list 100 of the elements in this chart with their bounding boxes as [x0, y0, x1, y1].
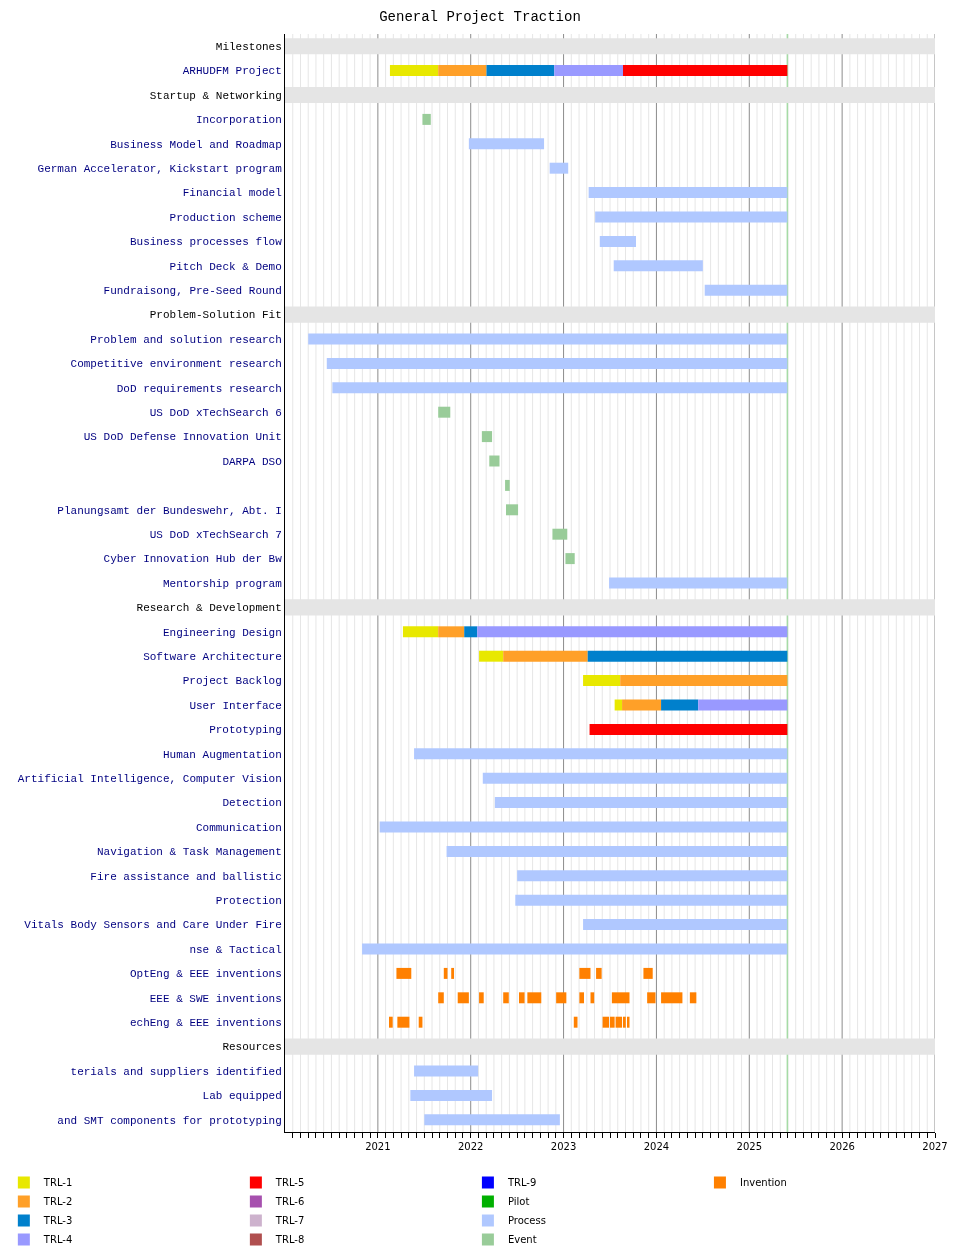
bar	[579, 992, 584, 1004]
bar	[622, 699, 662, 711]
bar	[583, 675, 621, 687]
y-tick-label: Problem-Solution Fit	[149, 309, 282, 322]
bar	[515, 894, 788, 906]
y-tick-label: and SMT components for prototyping	[57, 1114, 282, 1127]
bar	[477, 626, 788, 638]
y-tick-label: Planungsamt der Bundeswehr, Abt. I	[57, 504, 282, 517]
bar	[552, 528, 568, 540]
y-tick-label: US DoD xTechSearch 7	[149, 529, 282, 542]
y-tick-label: Incorporation	[195, 114, 282, 127]
bar	[481, 431, 493, 443]
bar	[482, 772, 788, 784]
bar	[479, 992, 484, 1004]
bar	[414, 1065, 479, 1077]
bar	[704, 284, 788, 296]
bar	[623, 65, 788, 77]
bar	[486, 65, 555, 77]
legend-label: TRL-6	[274, 1196, 305, 1208]
bar	[503, 650, 588, 662]
bar	[647, 992, 656, 1004]
y-tick-label: Prototyping	[209, 724, 282, 737]
bar	[443, 967, 448, 979]
bar	[326, 357, 788, 369]
bar	[599, 235, 636, 247]
y-tick-label: Lab equipped	[202, 1090, 282, 1103]
y-tick-label: German Accelerator, Kickstart program	[37, 163, 283, 176]
y-tick-label: User Interface	[189, 699, 282, 712]
bar	[609, 577, 788, 589]
bar	[579, 967, 591, 979]
y-tick-label: Problem and solution research	[90, 333, 282, 346]
legend-label: TRL-7	[274, 1215, 305, 1227]
bar	[573, 1016, 578, 1028]
y-tick-label: Communication	[195, 821, 282, 834]
x-tick-label: 2024	[643, 1141, 670, 1152]
bar	[661, 699, 699, 711]
bar	[554, 65, 623, 77]
y-tick-label: US DoD xTechSearch 6	[149, 407, 282, 420]
bar	[587, 650, 788, 662]
y-tick-label: Vitals Body Sensors and Care Under Fire	[24, 919, 282, 932]
y-tick-label: ARHUDFM Project	[182, 65, 282, 78]
y-tick-label: Fire assistance and ballistic	[90, 870, 282, 883]
y-tick-label: Business Model and Roadmap	[110, 138, 282, 151]
bar	[613, 260, 703, 272]
bar	[503, 992, 509, 1004]
x-tick-label: 2025	[736, 1141, 763, 1152]
y-tick-label: Fundraisong, Pre-Seed Round	[103, 285, 282, 298]
bar	[549, 162, 569, 174]
bar	[643, 967, 653, 979]
y-tick-label: Startup & Networking	[149, 89, 282, 102]
y-tick-label: Human Augmentation	[162, 748, 282, 761]
bar	[596, 967, 602, 979]
bar	[362, 943, 788, 955]
bar	[565, 553, 575, 565]
bar	[389, 65, 439, 77]
bar	[464, 626, 478, 638]
chart-title: General Project Traction	[379, 8, 581, 25]
y-tick-label: Resources	[222, 1041, 282, 1054]
bar	[451, 967, 454, 979]
bar	[389, 1016, 393, 1028]
y-tick-label: Financial model	[182, 187, 282, 200]
bar	[519, 992, 525, 1004]
y-tick-label: Software Architecture	[143, 651, 282, 664]
bar	[589, 723, 788, 735]
y-tick-label: Protection	[215, 895, 282, 908]
bar	[494, 797, 788, 809]
y-tick-label: Production scheme	[169, 211, 282, 224]
y-tick-label: Business processes flow	[129, 236, 283, 249]
legend-label: TRL-4	[42, 1234, 73, 1246]
bar	[689, 992, 697, 1004]
y-tick-label: Detection	[222, 797, 282, 810]
legend-label: Event	[507, 1234, 537, 1246]
bar	[402, 626, 439, 638]
bar	[527, 992, 542, 1004]
y-tick-label: echEng & EEE inventions	[129, 1017, 282, 1030]
x-tick-label: 2021	[365, 1141, 391, 1152]
bar	[424, 1114, 560, 1126]
y-tick-label: nse & Tactical	[189, 943, 282, 956]
bar	[379, 821, 788, 833]
bar	[396, 967, 412, 979]
bar	[438, 406, 451, 418]
bar	[556, 992, 567, 1004]
legend-label: Invention	[739, 1177, 787, 1189]
x-tick-label: 2022	[457, 1141, 484, 1152]
y-tick-label: Mentorship program	[162, 577, 283, 590]
bar	[410, 1089, 493, 1101]
x-tick-label: 2023	[550, 1141, 577, 1152]
bar	[438, 992, 444, 1004]
bar	[308, 333, 788, 345]
x-tick-label: 2026	[829, 1141, 855, 1152]
bar	[505, 479, 510, 491]
legend-label: TRL-9	[506, 1177, 537, 1189]
legend-label: TRL-2	[42, 1196, 73, 1208]
bar	[517, 870, 788, 882]
y-tick-label: Navigation & Task Management	[96, 846, 282, 859]
bar	[438, 65, 487, 77]
y-tick-label: Competitive environment research	[70, 358, 282, 371]
y-tick-label: Milestones	[215, 41, 282, 54]
bar	[468, 138, 545, 150]
y-tick-label: Artificial Intelligence, Computer Vision	[17, 773, 282, 786]
